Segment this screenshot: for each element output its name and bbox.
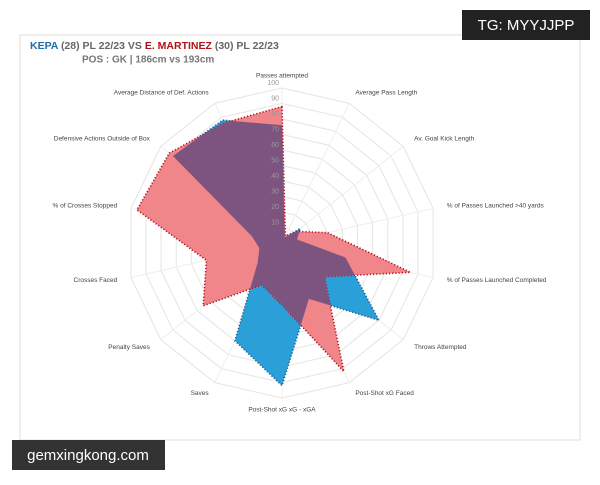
r-tick-label: 10 bbox=[271, 219, 279, 226]
title-separator: VS bbox=[128, 40, 142, 52]
watermark-box bbox=[462, 10, 590, 40]
axis-label: Average Pass Length bbox=[355, 89, 417, 96]
axis-label: Penalty Saves bbox=[108, 344, 150, 351]
axis-label: Post-Shot xG xG - xGA bbox=[248, 407, 316, 414]
r-tick-label: 80 bbox=[271, 111, 279, 118]
chart-title: KEPA (28) PL 22/23 VS E. MARTINEZ (30) P… bbox=[30, 40, 279, 52]
r-tick-label: 30 bbox=[271, 188, 279, 195]
r-tick-label: 40 bbox=[271, 173, 279, 180]
r-tick-label: 70 bbox=[271, 126, 279, 133]
axis-label: Throws Attempted bbox=[414, 344, 467, 351]
overlap-area bbox=[172, 120, 379, 372]
r-tick-label: 100 bbox=[267, 80, 279, 87]
title-detail-a: (28) PL 22/23 bbox=[61, 40, 125, 52]
axis-label: Crosses Faced bbox=[74, 277, 118, 284]
spoke bbox=[281, 145, 404, 244]
chart-subtitle: POS : GK | 186cm vs 193cm bbox=[82, 55, 214, 66]
r-tick-label: 90 bbox=[271, 95, 279, 102]
watermark-box bbox=[12, 440, 165, 470]
axis-label: Average Distance of Def. Actions bbox=[114, 89, 210, 96]
axis-label: Post-Shot xG Faced bbox=[355, 390, 414, 397]
title-player-b: E. MARTINEZ bbox=[145, 40, 213, 52]
axis-label: % of Crosses Stopped bbox=[53, 203, 118, 210]
spoke bbox=[281, 103, 350, 244]
watermark: gemxingkong.com bbox=[27, 447, 149, 464]
axis-label: Saves bbox=[191, 390, 210, 397]
r-tick-label: 50 bbox=[271, 157, 279, 164]
r-tick-label: 60 bbox=[271, 142, 279, 149]
axis-label: Defensive Actions Outside of Box bbox=[54, 136, 151, 143]
axis-label: % of Passes Launched >40 yards bbox=[447, 203, 545, 210]
axis-label: Passes attempted bbox=[256, 73, 308, 80]
r-tick-label: 20 bbox=[271, 204, 279, 211]
axis-label: % of Passes Launched Completed bbox=[447, 277, 547, 284]
axis-label: Av. Goal Kick Length bbox=[414, 136, 474, 143]
title-detail-b: (30) PL 22/23 bbox=[215, 40, 279, 52]
watermark: TG: MYYJJPP bbox=[478, 17, 575, 34]
title-player-a: KEPA bbox=[30, 40, 59, 52]
